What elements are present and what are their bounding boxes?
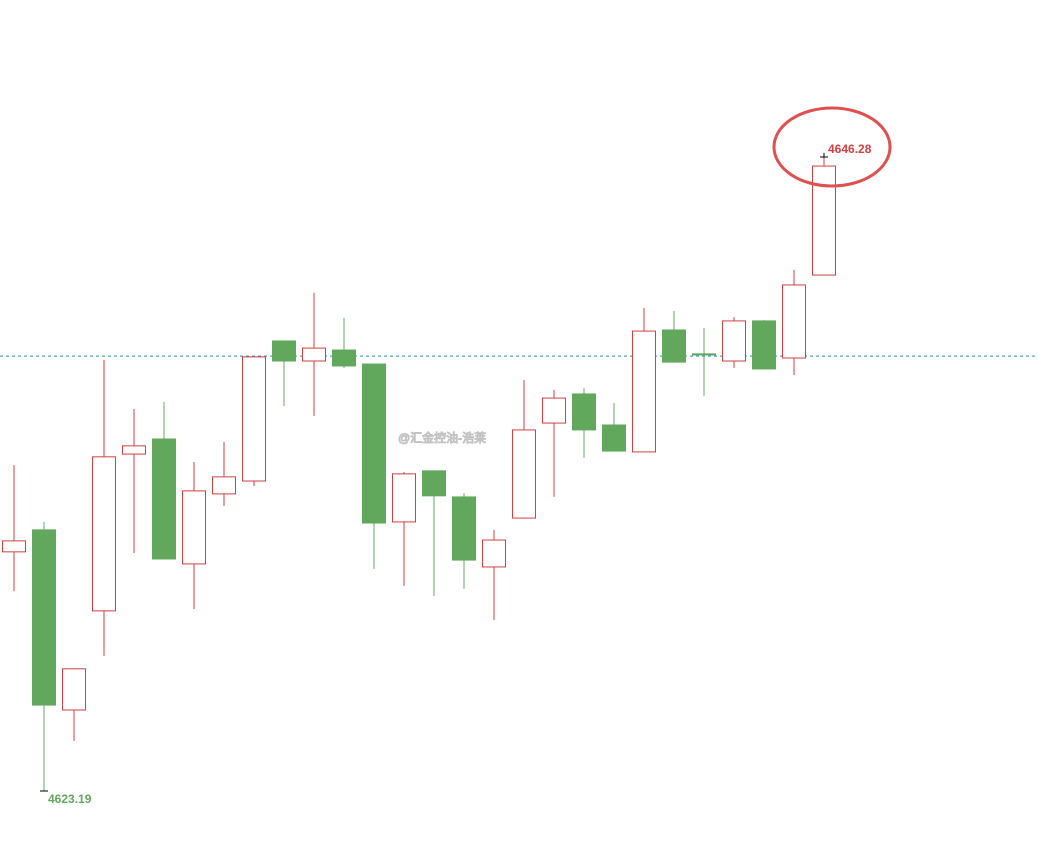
- watermark: @汇金控油-浩莱: [398, 430, 486, 445]
- high-label: 4646.28: [828, 142, 872, 156]
- candle-body: [152, 438, 176, 560]
- candle-body: [182, 490, 206, 565]
- candle-body: [782, 284, 806, 359]
- candle-body: [212, 476, 236, 495]
- candle-body: [92, 456, 116, 612]
- candle-body: [452, 496, 476, 561]
- candle-body: [752, 320, 776, 370]
- candles: [0, 157, 1038, 791]
- candle-body: [662, 329, 686, 363]
- candle-body: [332, 349, 356, 367]
- candle-body: [362, 363, 386, 524]
- candle-body: [632, 330, 656, 453]
- candle-body: [392, 473, 416, 523]
- candle-body: [242, 356, 266, 482]
- candle-body: [482, 539, 506, 568]
- candle-body: [422, 470, 446, 497]
- candle-body: [602, 424, 626, 452]
- candle-body: [272, 340, 296, 362]
- candle-body: [722, 320, 746, 362]
- candle-body: [572, 393, 596, 431]
- candle-body: [812, 165, 836, 276]
- candle-body: [692, 353, 716, 356]
- low-label: 4623.19: [48, 792, 92, 806]
- candle-body: [542, 397, 566, 424]
- candle-body: [302, 347, 326, 362]
- candle-body: [32, 529, 56, 706]
- highlight-circle: [772, 106, 892, 188]
- candle-body: [62, 668, 86, 711]
- candle-body: [512, 429, 536, 519]
- candle-body: [122, 445, 146, 455]
- candle-body: [2, 540, 26, 553]
